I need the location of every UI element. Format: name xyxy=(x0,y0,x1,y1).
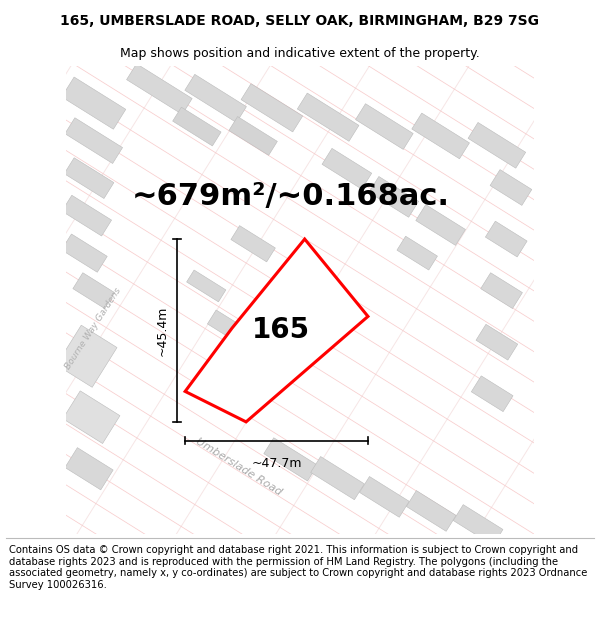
Polygon shape xyxy=(369,176,419,217)
Polygon shape xyxy=(73,272,115,309)
Polygon shape xyxy=(62,234,107,272)
Polygon shape xyxy=(472,376,513,412)
Polygon shape xyxy=(208,310,252,346)
Polygon shape xyxy=(406,491,456,531)
Text: ~45.4m: ~45.4m xyxy=(156,305,169,356)
Text: 165, UMBERSLADE ROAD, SELLY OAK, BIRMINGHAM, B29 7SG: 165, UMBERSLADE ROAD, SELLY OAK, BIRMING… xyxy=(61,14,539,28)
Polygon shape xyxy=(62,195,112,236)
Polygon shape xyxy=(322,148,372,189)
Polygon shape xyxy=(185,74,247,122)
Polygon shape xyxy=(397,236,437,270)
Polygon shape xyxy=(356,104,413,149)
Polygon shape xyxy=(56,325,117,388)
Polygon shape xyxy=(485,221,527,257)
Text: ~679m²/~0.168ac.: ~679m²/~0.168ac. xyxy=(131,182,449,211)
Polygon shape xyxy=(231,226,275,262)
Polygon shape xyxy=(453,504,503,546)
Text: Bourne Way Gardens: Bourne Way Gardens xyxy=(63,286,122,371)
Polygon shape xyxy=(241,84,302,132)
Polygon shape xyxy=(229,116,277,156)
Text: Map shows position and indicative extent of the property.: Map shows position and indicative extent… xyxy=(120,48,480,60)
Text: ~47.7m: ~47.7m xyxy=(251,457,302,470)
Polygon shape xyxy=(476,324,518,360)
Polygon shape xyxy=(490,169,532,206)
Polygon shape xyxy=(359,476,409,518)
Polygon shape xyxy=(468,122,526,168)
Polygon shape xyxy=(65,118,122,164)
Polygon shape xyxy=(416,204,466,246)
Polygon shape xyxy=(481,272,523,309)
Text: Umberslade Road: Umberslade Road xyxy=(194,436,284,497)
Polygon shape xyxy=(264,438,317,481)
Polygon shape xyxy=(187,270,226,302)
Text: Contains OS data © Crown copyright and database right 2021. This information is : Contains OS data © Crown copyright and d… xyxy=(9,545,587,590)
Polygon shape xyxy=(127,64,192,114)
Polygon shape xyxy=(412,113,469,159)
Polygon shape xyxy=(185,239,368,422)
Polygon shape xyxy=(62,77,126,129)
Polygon shape xyxy=(259,329,304,365)
Polygon shape xyxy=(65,448,113,490)
Polygon shape xyxy=(173,107,221,146)
Polygon shape xyxy=(298,93,359,141)
Polygon shape xyxy=(63,391,120,444)
Polygon shape xyxy=(287,249,332,286)
Polygon shape xyxy=(311,456,364,500)
Text: 165: 165 xyxy=(252,316,310,344)
Polygon shape xyxy=(64,158,114,199)
